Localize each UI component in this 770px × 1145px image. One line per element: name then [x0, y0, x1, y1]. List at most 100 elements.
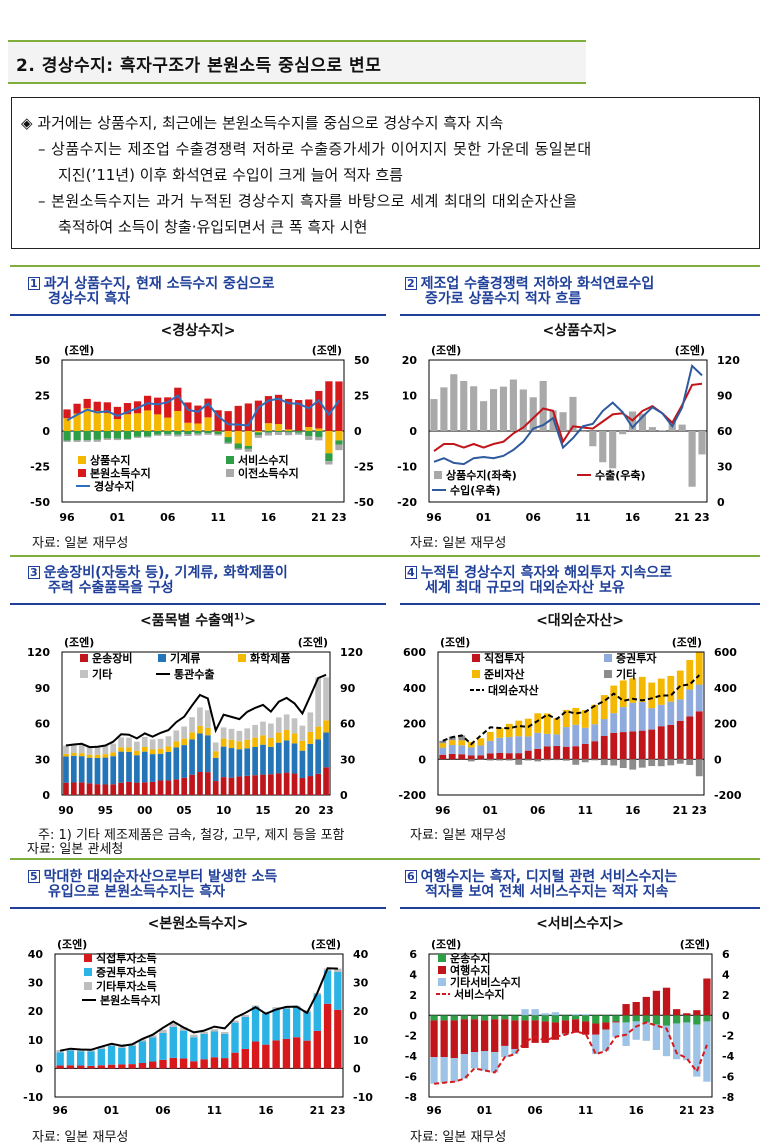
bar-서비스수지 [285, 431, 292, 432]
legend-swatch [434, 471, 442, 479]
legend-label: 서비스수지 [454, 987, 505, 1001]
chart-3-title-sup: 1) [234, 612, 244, 622]
bar-기타서비스수지 [612, 1022, 619, 1036]
panel-2-title-line1: 제조업 수출경쟁력 저하와 화석연료수입 [421, 276, 655, 292]
bar-서비스수지 [84, 431, 91, 440]
bar-기계류 [134, 755, 140, 782]
bar-증권투자 [563, 727, 570, 747]
bar-상품수지 [194, 423, 201, 431]
bar-여행수지 [643, 997, 650, 1015]
legend-label: 증권투자소득 [96, 965, 157, 979]
bar-기계류 [87, 758, 93, 784]
bar-기계류 [229, 748, 235, 778]
bar-직접투자소득 [334, 1010, 341, 1069]
bar-운송장비 [79, 782, 85, 795]
panel-5-number: 5 [28, 870, 40, 883]
x-tick-label: 15 [255, 804, 270, 817]
bar-기타서비스수지 [653, 1024, 660, 1050]
bar-기타 [563, 759, 570, 760]
bar-증권투자소득 [139, 1041, 146, 1063]
bar-직접투자 [639, 731, 646, 760]
bar-화학제품 [276, 733, 282, 743]
bar-상품수지 [184, 423, 191, 431]
bar-운송수지 [552, 1015, 559, 1022]
bar-기타 [118, 737, 124, 747]
bar-운송장비 [158, 780, 164, 795]
bar-여행수지 [703, 979, 710, 1016]
bar-증권투자소득 [272, 1009, 279, 1040]
bar-증권투자 [572, 725, 579, 746]
y-tick-label-right: -8 [722, 1091, 734, 1104]
bar-여행수지 [531, 1020, 538, 1042]
bar-증권투자 [639, 702, 646, 731]
bar-직접투자 [648, 730, 655, 760]
bar-증권투자 [458, 745, 465, 754]
bar-여행수지 [663, 988, 670, 1016]
legend-label: 본원소득수지 [90, 466, 151, 480]
bar-준비자산 [515, 721, 522, 737]
bar-준비자산 [449, 740, 456, 745]
bar-이전소득수지 [295, 433, 302, 435]
bar-서비스수지 [204, 431, 211, 433]
bar-상품수지(좌축) [619, 431, 626, 434]
legend-label: 증권투자 [616, 651, 657, 665]
bar-상품수지(좌축) [659, 430, 666, 431]
bar-상품수지(좌축) [530, 397, 537, 431]
legend-label: 직접투자 [484, 651, 525, 665]
legend-swatch [78, 456, 86, 464]
bar-본원소득수지 [94, 402, 101, 411]
x-tick-label: 01 [110, 511, 125, 524]
bar-운송수지 [451, 1015, 458, 1020]
panel-2-number: 2 [405, 277, 417, 290]
bar-운송수지 [542, 1015, 549, 1021]
bar-상품수지(좌축) [490, 389, 497, 431]
x-tick-label: 00 [137, 804, 153, 817]
bar-운송장비 [87, 783, 93, 795]
panel-5-title-line2: 유입으로 본원소득수지는 흑자 [28, 885, 277, 900]
bar-준비자산 [506, 724, 513, 737]
bar-증권투자 [506, 737, 513, 753]
bar-기계류 [205, 735, 211, 772]
y-tick-label-left: 0 [35, 1062, 43, 1075]
bar-운송장비 [307, 776, 313, 795]
bar-상품수지 [114, 419, 121, 431]
x-tick-label: 21 [673, 804, 688, 817]
x-tick-label: 06 [155, 1104, 171, 1117]
bar-기타서비스수지 [703, 1021, 710, 1081]
bar-증권투자 [468, 747, 475, 755]
bar-운송장비 [126, 782, 132, 795]
x-tick-label: 16 [625, 511, 641, 524]
y-tick-label-right: 40 [353, 948, 369, 961]
bar-운송장비 [260, 775, 266, 795]
panel-1-title-line1: 과거 상품수지, 현재 소득수지 중심으로 [44, 276, 275, 292]
bar-기타 [439, 741, 446, 743]
unit-label-right: (조엔) [298, 635, 328, 649]
panel-5-title-line1: 막대한 대외순자산으로부터 발생한 소득 [44, 869, 278, 885]
bar-운송장비 [237, 776, 243, 795]
bar-직접투자 [458, 754, 465, 759]
bar-여행수지 [612, 1021, 619, 1022]
bar-증권투자소득 [190, 1037, 197, 1061]
bar-여행수지 [451, 1020, 458, 1058]
bar-화학제품 [110, 752, 116, 756]
legend-label: 대외순자산 [488, 683, 539, 697]
bar-직접투자소득 [149, 1062, 156, 1069]
bar-증권투자 [610, 713, 617, 733]
bar-증권투자 [696, 685, 703, 712]
bar-이전소득수지 [174, 435, 181, 437]
chart-3-title-text: <품목별 수출액 [140, 613, 234, 629]
x-tick-label: 95 [98, 804, 113, 817]
bar-이전소득수지 [134, 437, 141, 438]
bar-증권투자소득 [303, 1012, 310, 1041]
bar-화학제품 [126, 747, 132, 751]
bar-증권투자 [515, 736, 522, 753]
chart-4-title: <대외순자산> [400, 610, 760, 630]
bar-증권투자소득 [170, 1027, 177, 1058]
bar-운송수지 [531, 1015, 538, 1020]
bar-직접투자소득 [128, 1064, 135, 1068]
x-tick-label: 21 [310, 1104, 325, 1117]
y-tick-label-left: 4 [409, 968, 417, 981]
y-tick-label-right: 120 [340, 646, 363, 659]
